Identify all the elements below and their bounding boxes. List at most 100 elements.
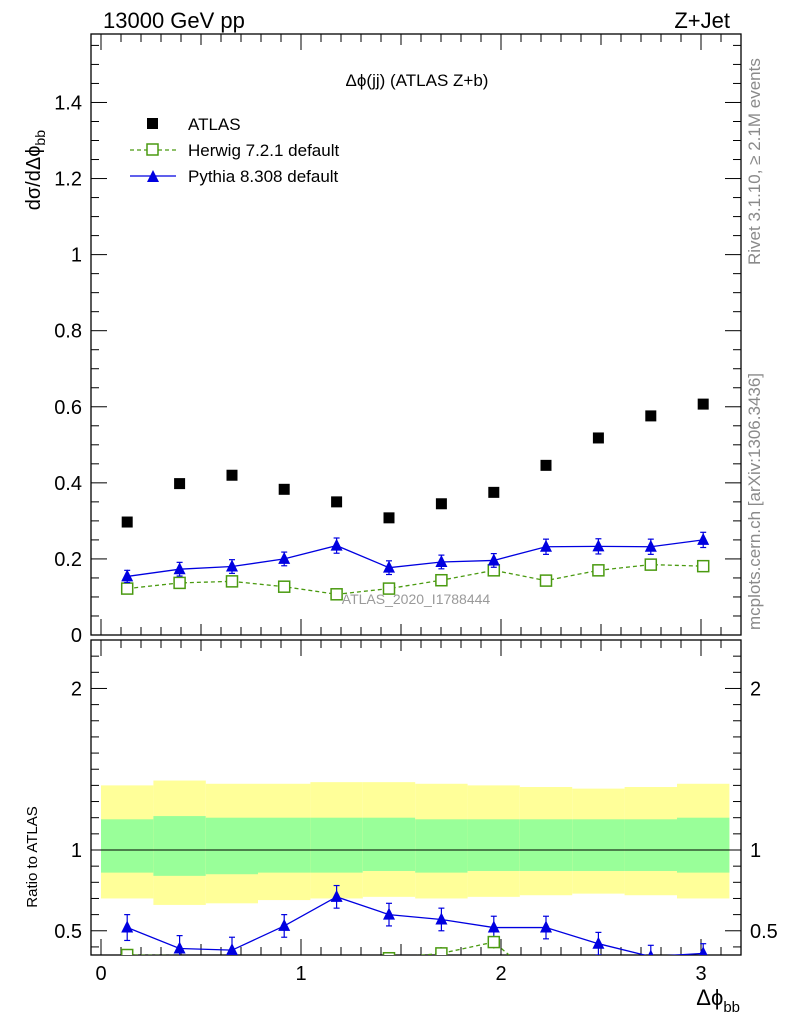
band-green-bin [362,817,416,871]
main-y-axis-label: dσ/dΔϕbb [23,130,48,211]
ratio-y-tick-label-right: 0.5 [750,921,778,943]
pythia-point [226,559,238,572]
ratio-series-group [120,884,708,955]
ratio-pythia-point [121,920,134,933]
ratio-herwig-point [487,935,501,949]
ratio-y-tick-label-right: 1 [750,840,761,862]
band-green-bin [467,819,520,871]
atlas-point [488,486,500,498]
header-left: 13000 GeV pp [103,8,245,33]
x-tick-label: 2 [495,963,506,985]
pythia-point [383,560,395,573]
main-frame [90,33,742,636]
mcplots-label: mcplots.cern.ch [arXiv:1306.3436] [745,373,764,630]
x-tick-label: 3 [695,963,706,985]
atlas-point [174,478,186,490]
herwig-point [644,558,658,571]
pythia-point [278,551,291,564]
band-green-bin [572,819,625,871]
main-y-tick-label: 0.8 [54,321,82,343]
atlas-point [121,516,133,528]
atlas-point [226,469,238,481]
main-y-tick-label: 0 [71,625,82,647]
band-green-bin [519,819,573,871]
main-y-tick-label: 1.2 [54,169,82,191]
ratio-herwig-point [435,947,448,955]
ratio-pythia-point [698,946,708,955]
ratio-pythia-point [383,907,395,920]
herwig-point [592,564,605,577]
atlas-point [331,496,343,508]
atlas-point [540,459,552,471]
band-green-bin [415,819,468,873]
pythia-point [173,562,186,575]
legend: ATLAS Herwig 7.2.1 default Pythia 8.308 … [130,115,339,186]
ratio-y-tick-label-left: 0.5 [54,921,82,943]
ratio-herwig-point [382,951,396,955]
x-axis-label: Δϕbb [696,985,740,1016]
band-green-bin [153,816,206,876]
ratio-y-tick-label-left: 2 [71,678,82,700]
herwig-point [435,573,448,587]
main-y-tick-label: 0.6 [54,397,82,419]
herwig-line [127,563,704,595]
herwig-point [539,574,553,587]
legend-label-pythia: Pythia 8.308 default [188,167,339,186]
band-green-bin [101,819,154,873]
pythia-point [487,553,500,566]
atlas-point [383,512,395,524]
band-green-bin [677,817,730,873]
ratio-herwig-line [127,941,510,955]
legend-label-herwig: Herwig 7.2.1 default [188,141,339,160]
atlas-point [697,398,709,410]
x-axis-label-sub: bb [723,999,740,1016]
ratio-y-tick-label-left: 1 [71,840,82,862]
pythia-point [644,539,657,552]
main-y-tick-label: 0.2 [54,549,82,571]
ratio-y-axis-label: Ratio to ATLAS [24,806,41,907]
main-y-tick-label: 1 [71,245,82,267]
band-green-bin [624,819,677,871]
ratio-pythia-point [278,918,291,931]
pythia-point [121,569,134,582]
main-y-tick-label: 1.4 [54,92,82,114]
main-title: Δϕ(jj) (ATLAS Z+b) [346,71,489,90]
pythia-point [592,539,605,552]
ratio-pythia-point [330,889,343,902]
herwig-point [120,582,134,595]
ratio-pythia-point [226,943,238,955]
pythia-point [697,532,710,545]
ratio-pythia-point [592,936,605,949]
atlas-point [435,498,447,510]
ratio-pythia-line [126,896,704,955]
herwig-point [277,580,291,593]
main-y-axis-label-sub: bb [32,130,48,146]
ratio-pythia-point [487,920,500,933]
band-green-bin [310,817,363,873]
band-green-bin [258,817,311,873]
rivet-label: Rivet 3.1.10, ≥ 2.1M events [745,58,764,265]
herwig-point [330,588,343,601]
main-plot: Δϕ(jj) (ATLAS Z+b) dσ/dΔϕbb ATLAS_2020_I… [23,33,742,647]
watermark: ATLAS_2020_I1788444 [342,591,491,607]
herwig-point [225,575,239,588]
atlas-point [278,483,290,495]
legend-marker-pythia [147,170,159,182]
pythia-line [127,539,704,578]
x-tick-label: 1 [295,963,306,985]
pythia-point [540,539,552,552]
pythia-point [330,538,343,551]
legend-marker-herwig [146,143,159,156]
header-right: Z+Jet [674,8,730,33]
x-tick-label: 0 [95,963,106,985]
ratio-pythia-point [173,941,186,954]
herwig-point [696,559,710,573]
main-y-tick-label: 0.4 [54,473,82,495]
ratio-pythia-point [540,920,552,933]
ratio-pythia-point [435,912,448,925]
pythia-point [435,554,448,567]
atlas-point [645,410,657,422]
atlas-point [592,432,604,444]
ratio-pythia-point [648,949,654,955]
